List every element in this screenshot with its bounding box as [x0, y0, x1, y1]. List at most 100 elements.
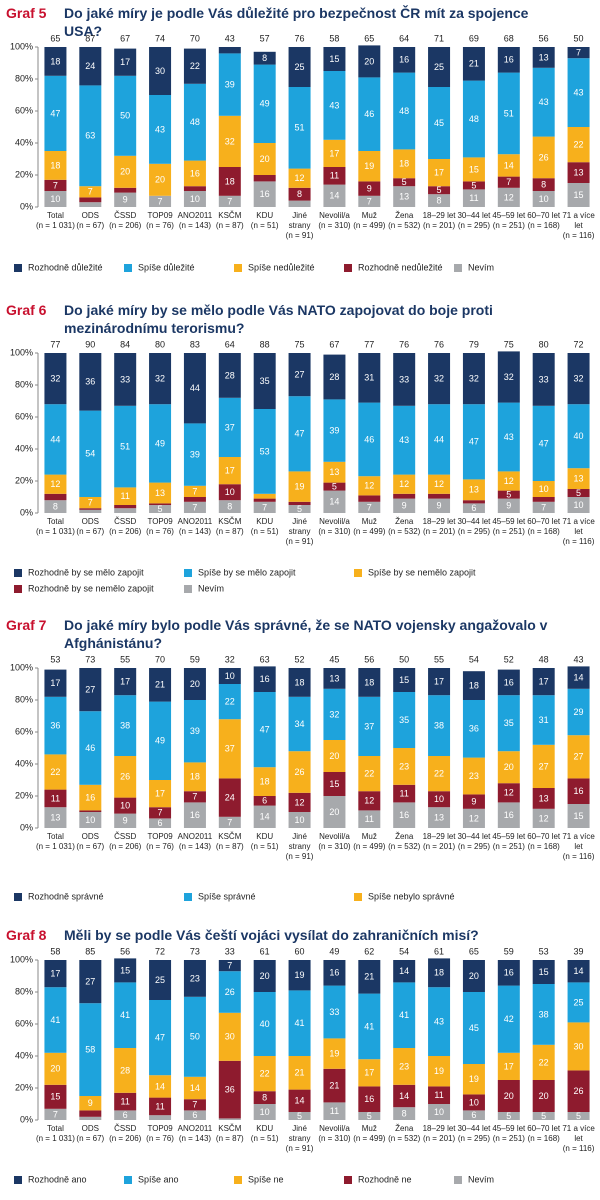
- bar-segment: [114, 756, 137, 798]
- data-label: 20: [260, 971, 270, 981]
- data-label: 8: [262, 53, 267, 63]
- bar-segment: [323, 1102, 346, 1120]
- bar-segment: [288, 87, 311, 169]
- x-tick-label: let: [574, 842, 583, 851]
- data-label: 32: [574, 373, 584, 383]
- data-label: 39: [190, 449, 200, 459]
- bar-segment: [358, 151, 381, 182]
- data-label: 27: [85, 684, 95, 694]
- data-label: 53: [260, 446, 270, 456]
- top-label: 75: [504, 339, 514, 349]
- y-tick-label: 100%: [10, 662, 33, 672]
- y-tick-label: 40%: [15, 758, 33, 768]
- data-label: 15: [574, 811, 584, 821]
- bar-segment: [358, 77, 381, 151]
- x-tick-label: 45–59 let: [492, 211, 526, 220]
- bar-segment: [567, 982, 590, 1023]
- bar-segment: [149, 482, 172, 504]
- data-label: 45: [434, 118, 444, 128]
- bar-segment: [183, 996, 206, 1077]
- bar-segment: [149, 1075, 172, 1098]
- data-label: 7: [192, 486, 197, 496]
- data-label: 10: [434, 1107, 444, 1117]
- data-label: 42: [504, 1014, 514, 1024]
- top-label: 43: [574, 654, 584, 664]
- bar-segment: [288, 471, 311, 502]
- bar-segment: [462, 1064, 485, 1095]
- bar-segment: [567, 804, 590, 828]
- bar-segment: [428, 493, 451, 499]
- bar-segment: [288, 668, 311, 697]
- bar-segment: [358, 495, 381, 502]
- data-label: 26: [539, 152, 549, 162]
- x-tick-label: (n = 51): [251, 1134, 279, 1143]
- bar-segment: [288, 168, 311, 188]
- data-label: 47: [295, 429, 305, 439]
- data-label: 10: [225, 671, 235, 681]
- data-label: 47: [469, 437, 479, 447]
- top-label: 57: [260, 33, 270, 43]
- bar-segment: [218, 115, 241, 167]
- top-label: 55: [120, 654, 130, 664]
- x-tick-label: (n = 116): [563, 1144, 595, 1153]
- bar-segment: [79, 508, 102, 510]
- bar-segment: [149, 353, 172, 405]
- top-label: 59: [190, 654, 200, 664]
- data-label: 46: [85, 743, 95, 753]
- legend-label: Rozhodně by se mělo zapojit: [28, 567, 144, 577]
- data-label: 41: [120, 1010, 130, 1020]
- x-tick-label: (n = 116): [563, 537, 595, 546]
- bar-segment: [114, 958, 137, 983]
- data-label: 8: [227, 501, 232, 511]
- bar-segment: [323, 139, 346, 167]
- bar-segment: [44, 1052, 67, 1085]
- bar-segment: [44, 353, 67, 405]
- bar-segment: [183, 353, 206, 424]
- bar-segment: [79, 960, 102, 1004]
- bar-segment: [288, 187, 311, 201]
- data-label: 17: [539, 676, 549, 686]
- bar-segment: [114, 405, 137, 488]
- data-label: 7: [192, 792, 197, 802]
- data-label: 8: [297, 189, 302, 199]
- bar-segment: [288, 505, 311, 513]
- top-label: 75: [295, 339, 305, 349]
- top-label: 88: [260, 339, 270, 349]
- bar-segment: [393, 474, 416, 494]
- data-label: 12: [504, 476, 514, 486]
- bar-segment: [567, 960, 590, 983]
- data-label: 10: [539, 194, 549, 204]
- legend-swatch: [234, 264, 242, 272]
- bar-segment: [183, 802, 206, 828]
- chart-label: Graf 7: [6, 617, 47, 633]
- legend-swatch: [454, 1176, 462, 1184]
- x-tick-label: ČSSD: [114, 1124, 136, 1133]
- bar-segment: [567, 353, 590, 405]
- bar-segment: [428, 695, 451, 756]
- data-label: 7: [53, 180, 58, 190]
- bar-segment: [44, 500, 67, 513]
- x-tick-label: (n = 532): [388, 221, 421, 230]
- data-label: 20: [364, 56, 374, 66]
- data-label: 38: [120, 720, 130, 730]
- data-label: 5: [297, 1111, 302, 1121]
- bar-segment: [497, 154, 520, 177]
- x-tick-label: (n = 499): [353, 842, 386, 851]
- x-tick-label: 60–70 let: [527, 517, 561, 526]
- legend-swatch: [184, 569, 192, 577]
- data-label: 16: [574, 786, 584, 796]
- chart-block: Graf 8 Měli by se podle Vás čeští vojáci …: [0, 922, 600, 1198]
- bar-segment: [567, 58, 590, 128]
- data-label: 33: [120, 374, 130, 384]
- top-label: 72: [574, 339, 584, 349]
- x-tick-label: KSČM: [218, 1124, 241, 1133]
- bar-segment: [567, 404, 590, 469]
- top-label: 62: [364, 946, 374, 956]
- data-label: 11: [51, 793, 60, 803]
- bar-segment: [358, 696, 381, 756]
- bar-segment: [393, 72, 416, 150]
- top-label: 69: [469, 33, 479, 43]
- data-label: 13: [574, 167, 584, 177]
- bar-segment: [497, 802, 520, 828]
